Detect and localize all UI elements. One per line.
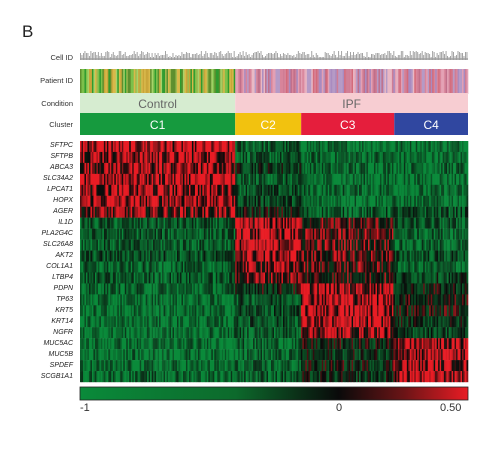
gene-label-krt5: KRT5 <box>55 306 73 314</box>
heatmap-row-col1a1 <box>80 261 469 273</box>
gene-label-hopx: HOPX <box>53 197 73 205</box>
heatmap-row-sftpc <box>80 141 469 153</box>
condition-label-ipf: IPF <box>342 97 361 111</box>
condition-bar-control <box>80 93 236 113</box>
gene-label-muc5ac: MUC5AC <box>43 339 73 347</box>
gene-label-ngfr: NGFR <box>53 328 73 336</box>
colorbar <box>79 386 469 401</box>
colorbar-tick-min: -1 <box>80 402 90 414</box>
panel-letter: B <box>22 22 34 41</box>
gene-label-scgb1a1: SCGB1A1 <box>40 372 73 380</box>
gene-label-ltbp4: LTBP4 <box>52 273 73 281</box>
cluster-bar-c3 <box>301 113 395 135</box>
heatmap-row-krt14 <box>80 316 469 328</box>
gene-label-sftpc: SFTPC <box>50 142 73 150</box>
heatmap-row-lpcat1 <box>80 184 469 196</box>
cluster-label-c1: C1 <box>150 118 166 132</box>
gene-label-il1d: IL1D <box>58 219 73 227</box>
heatmap-row-slc26a8 <box>80 239 469 251</box>
heatmap-row-il1d <box>80 217 469 229</box>
condition-label-control: Control <box>138 97 177 111</box>
heatmap-row-ager <box>80 206 469 218</box>
heatmap-row-slc34a2 <box>80 173 469 186</box>
cluster-bar-c4 <box>394 113 468 135</box>
colorbar-tick-max: 0.50 <box>440 402 462 414</box>
gene-label-akt2: AKT2 <box>55 252 73 260</box>
gene-label-slc26a8: SLC26A8 <box>43 241 73 249</box>
heatmap-row-spdef <box>80 360 469 372</box>
cluster-label-c4: C4 <box>423 118 439 132</box>
patient-id-label: Patient ID <box>40 76 73 85</box>
heatmap-row-sftpb <box>80 151 469 164</box>
heatmap-row-pdpn <box>80 283 469 295</box>
heatmap-row-pla2g4c <box>80 228 469 240</box>
heatmap-row-krt5 <box>80 305 469 317</box>
heatmap-row-tp63 <box>80 294 469 306</box>
cluster-bar-c2 <box>235 113 302 135</box>
gene-label-krt14: KRT14 <box>51 317 73 325</box>
heatmap-row-scgb1a1 <box>80 371 469 383</box>
gene-label-ager: AGER <box>53 208 73 216</box>
gene-label-lpcat1: LPCAT1 <box>47 186 73 194</box>
heatmap-row-muc5b <box>80 349 469 361</box>
heatmap-row-abca3 <box>80 162 469 175</box>
heatmap-body <box>80 141 469 383</box>
gene-label-spdef: SPDEF <box>49 361 73 369</box>
gene-label-muc5b: MUC5B <box>48 350 73 358</box>
condition-bar-ipf <box>235 93 468 113</box>
gene-label-abca3: ABCA3 <box>50 164 73 172</box>
cluster-label-c2: C2 <box>261 118 277 132</box>
gene-label-tp63: TP63 <box>56 295 73 303</box>
cell-id-label: Cell ID <box>50 53 73 62</box>
heatmap-row-akt2 <box>80 250 469 262</box>
patient-id-track <box>80 69 469 94</box>
heatmap-row-hopx <box>80 195 469 207</box>
cell-id-track <box>80 51 468 60</box>
heatmap-row-muc5ac <box>80 338 469 350</box>
gene-label-slc34a2: SLC34A2 <box>43 175 73 183</box>
cluster-label-c3: C3 <box>340 118 356 132</box>
heatmap-row-ltbp4 <box>80 272 469 284</box>
cluster-bar-c1 <box>80 113 236 135</box>
condition-label: Condition <box>41 99 73 108</box>
gene-label-sftpb: SFTPB <box>50 153 73 161</box>
colorbar-tick-mid: 0 <box>336 402 343 414</box>
gene-label-col1a1: COL1A1 <box>46 262 73 270</box>
cluster-label: Cluster <box>49 120 73 129</box>
gene-label-pdpn: PDPN <box>53 284 73 292</box>
heatmap-row-ngfr <box>80 327 469 339</box>
gene-label-pla2g4c: PLA2G4C <box>41 230 73 238</box>
